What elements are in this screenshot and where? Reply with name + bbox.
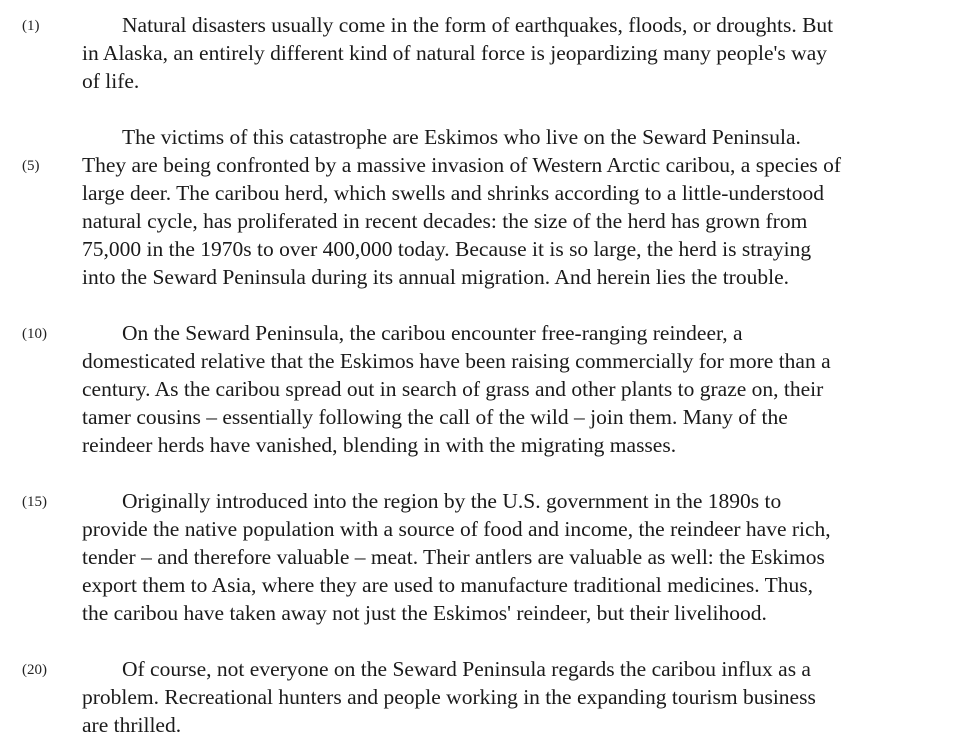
passage-line: domesticated relative that the Eskimos h…: [82, 349, 831, 373]
passage-line: problem. Recreational hunters and people…: [82, 685, 816, 709]
passage-line: export them to Asia, where they are used…: [82, 573, 813, 597]
passage-line: into the Seward Peninsula during its ann…: [82, 265, 789, 289]
line-number: (10): [22, 326, 47, 342]
line-number: (20): [22, 662, 47, 678]
passage-line: Of course, not everyone on the Seward Pe…: [122, 657, 811, 681]
passage-line: The victims of this catastrophe are Eski…: [122, 125, 801, 149]
passage-line: in Alaska, an entirely different kind of…: [82, 41, 827, 65]
passage-line: Natural disasters usually come in the fo…: [122, 13, 834, 37]
passage-line: natural cycle, has proliferated in recen…: [82, 209, 808, 233]
passage-line: Originally introduced into the region by…: [122, 489, 782, 513]
passage-line: the caribou have taken away not just the…: [82, 601, 767, 625]
passage-line: On the Seward Peninsula, the caribou enc…: [122, 321, 743, 345]
passage-line: reindeer herds have vanished, blending i…: [82, 433, 677, 457]
line-number: (1): [22, 18, 40, 34]
passage-line: of life.: [82, 69, 140, 93]
passage-line: provide the native population with a sou…: [82, 517, 831, 541]
passage-line: tender – and therefore valuable – meat. …: [82, 545, 825, 569]
passage-line: They are being confronted by a massive i…: [82, 153, 842, 177]
passage-line: century. As the caribou spread out in se…: [82, 377, 824, 401]
passage-line: large deer. The caribou herd, which swel…: [82, 181, 824, 205]
line-number: (5): [22, 158, 40, 174]
line-number: (15): [22, 494, 47, 510]
passage-line: 75,000 in the 1970s to over 400,000 toda…: [82, 237, 812, 261]
passage-line: tamer cousins – essentially following th…: [82, 405, 788, 429]
passage-line: are thrilled.: [82, 713, 182, 737]
